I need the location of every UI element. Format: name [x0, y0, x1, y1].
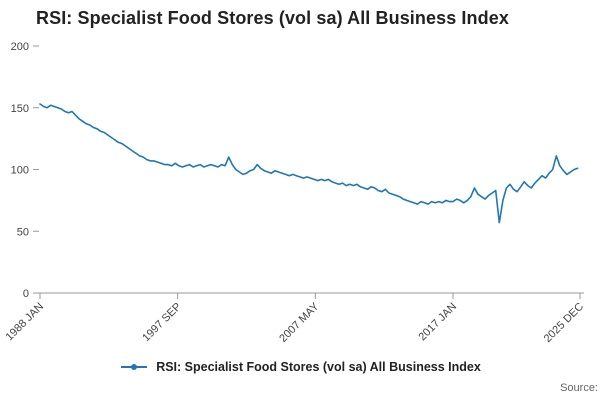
- y-tick-label: 0: [23, 288, 29, 300]
- source-label: Source:: [560, 382, 598, 394]
- y-tick-label: 100: [11, 165, 29, 177]
- y-tick-label: 200: [11, 41, 29, 53]
- x-tick-label: 2007 MAY: [277, 300, 322, 345]
- x-tick-label: 1988 JAN: [3, 301, 46, 344]
- y-tick-label: 50: [17, 226, 29, 238]
- y-tick-label: 150: [11, 103, 29, 115]
- legend: RSI: Specialist Food Stores (vol sa) All…: [0, 360, 600, 374]
- chart-title: RSI: Specialist Food Stores (vol sa) All…: [36, 8, 509, 28]
- x-tick-label: 1997 SEP: [140, 301, 184, 345]
- legend-line-marker-icon: [121, 364, 148, 370]
- x-tick-label: 2017 JAN: [416, 301, 459, 344]
- x-tick-label: 2025 DEC: [542, 301, 586, 345]
- series-line: [39, 103, 579, 224]
- legend-label: RSI: Specialist Food Stores (vol sa) All…: [156, 360, 481, 374]
